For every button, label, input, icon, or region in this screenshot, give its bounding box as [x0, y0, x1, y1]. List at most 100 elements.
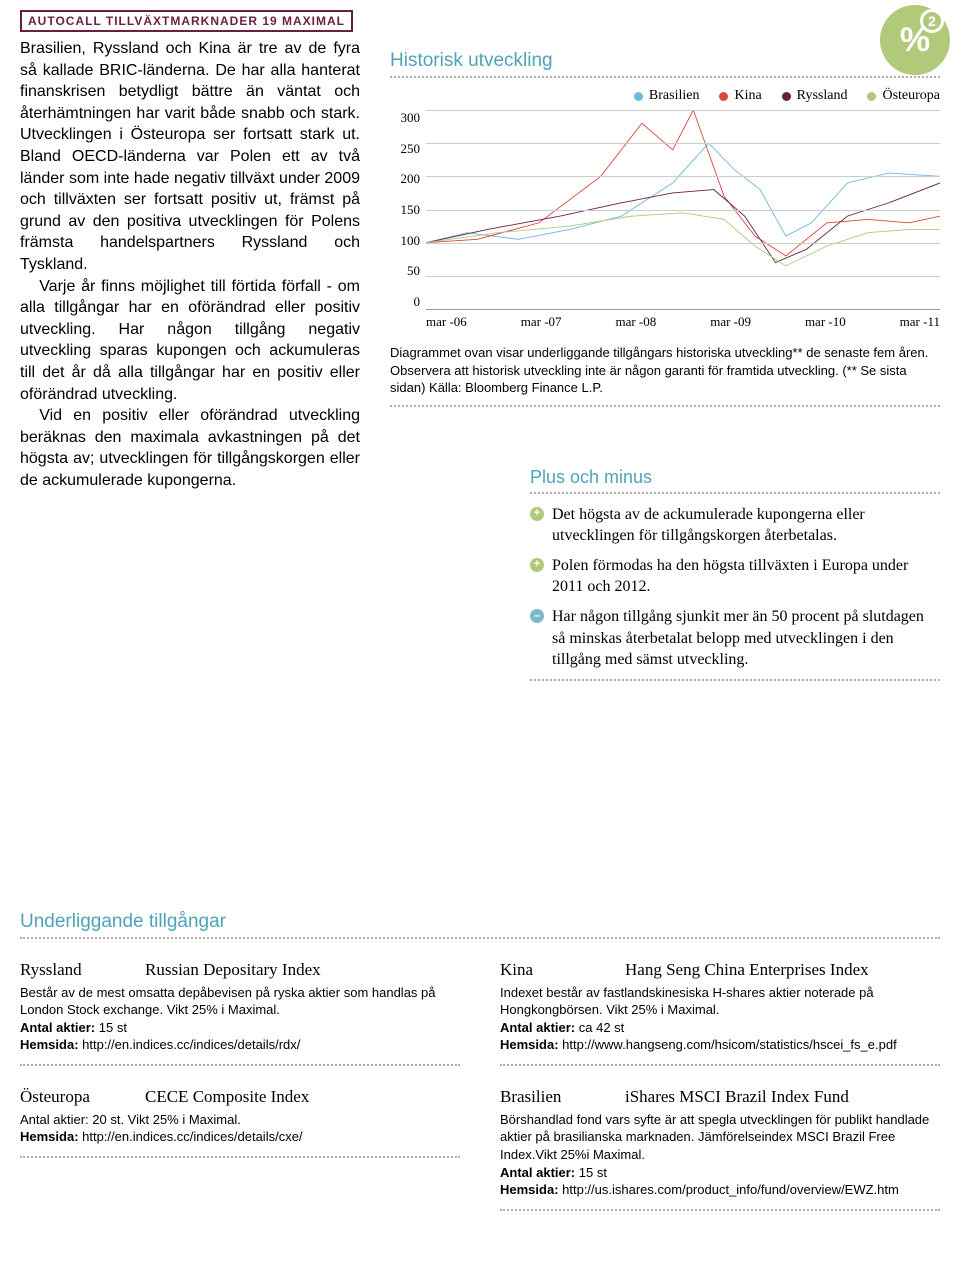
- y-axis: 300250200150100500: [390, 110, 426, 310]
- plus-minus-title: Plus och minus: [530, 467, 940, 488]
- antal-label: Antal aktier:: [20, 1020, 99, 1035]
- hemsida-label: Hemsida:: [20, 1129, 82, 1144]
- chart-plot: [426, 110, 940, 310]
- ytick: 300: [390, 110, 420, 126]
- body-p1: Brasilien, Ryssland och Kina är tre av d…: [20, 38, 360, 276]
- hemsida-value: http://www.hangseng.com/hsicom/statistic…: [562, 1037, 897, 1052]
- underlying-grid: RysslandRussian Depositary IndexBestår a…: [20, 959, 940, 1221]
- underlying-head: ÖsteuropaCECE Composite Index: [20, 1086, 460, 1109]
- underlying-block: ÖsteuropaCECE Composite IndexAntal aktie…: [20, 1086, 460, 1221]
- legend-label: Östeuropa: [882, 88, 940, 104]
- hemsida-value: http://en.indices.cc/indices/details/cxe…: [82, 1129, 302, 1144]
- divider: [530, 492, 940, 494]
- divider: [20, 1064, 460, 1066]
- xtick: mar -06: [426, 314, 467, 330]
- underlying-desc: Antal aktier: 20 st. Vikt 25% i Maximal.…: [20, 1111, 460, 1146]
- underlying-index: Russian Depositary Index: [145, 959, 321, 982]
- legend-item: Ryssland: [782, 88, 848, 104]
- underlying-index: Hang Seng China Enterprises Index: [625, 959, 869, 982]
- legend-item: Brasilien: [634, 88, 700, 104]
- antal-label: Antal aktier:: [500, 1165, 579, 1180]
- underlying-country: Östeuropa: [20, 1086, 145, 1109]
- legend-dot: [719, 92, 728, 101]
- underlying-head: KinaHang Seng China Enterprises Index: [500, 959, 940, 982]
- underlying-country: Ryssland: [20, 959, 145, 982]
- xtick: mar -07: [521, 314, 562, 330]
- antal-value: 15 st: [99, 1020, 127, 1035]
- legend-dot: [867, 92, 876, 101]
- chart-legend: Brasilien Kina Ryssland Östeuropa: [390, 88, 940, 104]
- gridline: [426, 276, 940, 277]
- underlying-section: Underliggande tillgångar RysslandRussian…: [20, 911, 940, 1221]
- underlying-block: BrasilieniShares MSCI Brazil Index FundB…: [500, 1086, 940, 1221]
- divider: [20, 937, 940, 939]
- ytick: 250: [390, 141, 420, 157]
- legend-dot: [634, 92, 643, 101]
- divider: [500, 1064, 940, 1066]
- plus-minus-text: Polen förmodas ha den högsta tillväxten …: [552, 555, 940, 598]
- chart-area: 300250200150100500: [390, 110, 940, 310]
- body-p3: Vid en positiv eller oförändrad utveckli…: [20, 405, 360, 491]
- minus-icon: –: [530, 609, 544, 623]
- header-tag: AUTOCALL TILLVÄXTMARKNADER 19 MAXIMAL: [20, 10, 353, 32]
- plus-minus-item: + Det högsta av de ackumulerade kupongern…: [530, 504, 940, 547]
- hemsida-label: Hemsida:: [500, 1037, 562, 1052]
- plus-minus-item: + Polen förmodas ha den högsta tillväxten…: [530, 555, 940, 598]
- xtick: mar -10: [805, 314, 846, 330]
- chart-line: [426, 143, 940, 243]
- plus-icon: +: [530, 507, 544, 521]
- legend-label: Ryssland: [797, 88, 848, 104]
- gridline: [426, 143, 940, 144]
- underlying-country: Kina: [500, 959, 625, 982]
- chart-section: Historisk utveckling Brasilien Kina Ryssla…: [390, 50, 940, 407]
- underlying-desc: Indexet består av fastlandskinesiska H-s…: [500, 984, 940, 1054]
- underlying-index: iShares MSCI Brazil Index Fund: [625, 1086, 849, 1109]
- badge-sub: 2: [920, 9, 944, 33]
- xtick: mar -08: [615, 314, 656, 330]
- antal-value: ca 42 st: [579, 1020, 625, 1035]
- underlying-country: Brasilien: [500, 1086, 625, 1109]
- divider: [500, 1209, 940, 1211]
- xtick: mar -09: [710, 314, 751, 330]
- underlying-index: CECE Composite Index: [145, 1086, 309, 1109]
- plus-minus-text: Har någon tillgång sjunkit mer än 50 pro…: [552, 606, 940, 671]
- gridline: [426, 110, 940, 111]
- legend-label: Brasilien: [649, 88, 700, 104]
- underlying-desc: Består av de mest omsatta depåbevisen på…: [20, 984, 460, 1054]
- ytick: 0: [390, 294, 420, 310]
- gridline: [426, 243, 940, 244]
- underlying-head: RysslandRussian Depositary Index: [20, 959, 460, 982]
- divider: [390, 76, 940, 78]
- plus-minus-item: –Har någon tillgång sjunkit mer än 50 pr…: [530, 606, 940, 671]
- underlying-block: KinaHang Seng China Enterprises IndexInd…: [500, 959, 940, 1076]
- legend-label: Kina: [734, 88, 761, 104]
- ytick: 150: [390, 202, 420, 218]
- antal-value: 15 st: [579, 1165, 607, 1180]
- xtick: mar -11: [900, 314, 940, 330]
- underlying-head: BrasilieniShares MSCI Brazil Index Fund: [500, 1086, 940, 1109]
- chart-line: [426, 213, 940, 266]
- ytick: 200: [390, 171, 420, 187]
- body-p2: Varje år finns möjlighet till förtida fö…: [20, 276, 360, 406]
- gridline: [426, 176, 940, 177]
- divider: [390, 405, 940, 407]
- legend-dot: [782, 92, 791, 101]
- x-axis: mar -06 mar -07 mar -08 mar -09 mar -10 mar -…: [426, 314, 940, 330]
- plus-minus-text: Det högsta av de ackumulerade kupongerna…: [552, 504, 940, 547]
- divider: [530, 679, 940, 681]
- antal-label: Antal aktier:: [500, 1020, 579, 1035]
- article-body: Brasilien, Ryssland och Kina är tre av d…: [20, 38, 360, 491]
- divider: [20, 1156, 460, 1158]
- hemsida-label: Hemsida:: [500, 1182, 562, 1197]
- plus-minus-list: + Det högsta av de ackumulerade kupongern…: [530, 504, 940, 671]
- ytick: 50: [390, 263, 420, 279]
- underlying-desc: Börshandlad fond vars syfte är att spegl…: [500, 1111, 940, 1199]
- gridline: [426, 210, 940, 211]
- underlying-block: RysslandRussian Depositary IndexBestår a…: [20, 959, 460, 1076]
- chart-title: Historisk utveckling: [390, 50, 940, 72]
- plus-minus-section: Plus och minus + Det högsta av de ackumul…: [530, 467, 940, 681]
- legend-item: Östeuropa: [867, 88, 940, 104]
- plus-icon: +: [530, 558, 544, 572]
- chart-caption: Diagrammet ovan visar underliggande till…: [390, 344, 940, 397]
- hemsida-value: http://en.indices.cc/indices/details/rdx…: [82, 1037, 300, 1052]
